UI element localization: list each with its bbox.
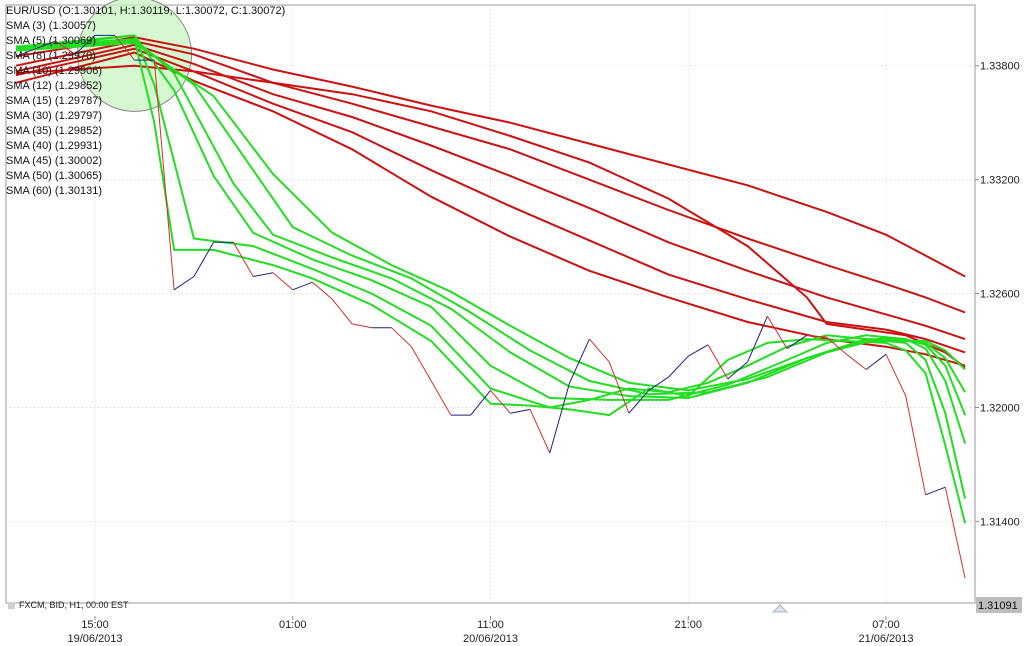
legend-entry: SMA (60) (1.30131) bbox=[6, 185, 102, 197]
sma-line-slow bbox=[15, 51, 966, 367]
chart-title: EUR/USD (O:1.30101, H:1.30119, L:1.30072… bbox=[6, 5, 286, 17]
price-segment bbox=[153, 60, 175, 290]
y-tick-label: 1.32000 bbox=[980, 402, 1020, 414]
price-segment bbox=[608, 361, 630, 414]
y-tick-label: 1.33200 bbox=[980, 175, 1020, 187]
y-tick-label: 1.33800 bbox=[980, 61, 1020, 73]
price-segment bbox=[430, 380, 452, 416]
scroll-marker-icon[interactable] bbox=[772, 604, 788, 613]
x-tick-label: 01:00 bbox=[279, 619, 307, 631]
sma-line-slow bbox=[15, 64, 966, 369]
last-price-box bbox=[976, 597, 1022, 613]
price-segment bbox=[490, 390, 511, 414]
legend-entry: SMA (12) (1.29852) bbox=[6, 80, 102, 92]
price-segment bbox=[331, 298, 353, 325]
data-source-note: FXCM, BID, H1, 00:00 EST bbox=[8, 600, 129, 610]
x-tick-date: 21/06/2013 bbox=[858, 633, 913, 645]
price-segment bbox=[925, 486, 946, 496]
legend-entry: SMA (50) (1.30065) bbox=[6, 170, 102, 182]
legend-entry: SMA (10) (1.29906) bbox=[6, 65, 102, 77]
price-segment bbox=[569, 338, 590, 384]
price-segment bbox=[668, 355, 689, 378]
price-segment bbox=[35, 40, 56, 50]
legend-entry: SMA (3) (1.30057) bbox=[6, 20, 96, 32]
chart-legend: EUR/USD (O:1.30101, H:1.30119, L:1.30072… bbox=[6, 4, 285, 199]
legend-entry: SMA (15) (1.29787) bbox=[6, 95, 102, 107]
legend-entry: SMA (8) (1.29970) bbox=[6, 50, 96, 62]
data-source-label: FXCM, BID, H1, 00:00 EST bbox=[19, 600, 129, 610]
price-segment bbox=[806, 334, 827, 338]
y-tick-label: 1.31400 bbox=[980, 516, 1020, 528]
x-tick-label: 07:00 bbox=[872, 619, 900, 631]
price-segment bbox=[193, 242, 215, 277]
x-tick-label: 15:00 bbox=[81, 619, 109, 631]
price-segment bbox=[470, 390, 491, 416]
price-segment bbox=[944, 487, 966, 579]
x-tick-date: 20/06/2013 bbox=[463, 633, 518, 645]
price-segment bbox=[905, 396, 927, 495]
price-segment bbox=[15, 48, 36, 57]
price-segment bbox=[74, 35, 96, 55]
price-segment bbox=[410, 346, 432, 382]
x-tick-label: 11:00 bbox=[477, 619, 504, 631]
y-axis: 1.31400 1.32000 1.32600 1.33200 1.33800 bbox=[975, 61, 1020, 528]
grid-layer bbox=[6, 5, 975, 603]
slow-sma-layer bbox=[15, 36, 966, 369]
price-segment bbox=[510, 408, 531, 414]
x-axis: 15:00 19/06/2013 01:00 11:00 20/06/2013 21:00… bbox=[67, 616, 914, 645]
sma-line-fast bbox=[15, 38, 967, 524]
price-segment bbox=[648, 376, 669, 391]
price-segment bbox=[352, 323, 372, 329]
price-segment bbox=[292, 281, 313, 291]
price-segment bbox=[846, 353, 867, 370]
x-tick-date: 19/06/2013 bbox=[67, 633, 122, 645]
price-segment bbox=[253, 272, 274, 277]
last-price-label: 1.31091 bbox=[978, 600, 1018, 612]
legend-entry: SMA (45) (1.30002) bbox=[6, 155, 102, 167]
legend-entry: SMA (5) (1.30069) bbox=[6, 35, 96, 47]
price-segment bbox=[727, 361, 748, 380]
price-segment bbox=[173, 276, 195, 291]
price-segment bbox=[272, 272, 294, 291]
y-tick-label: 1.32600 bbox=[980, 289, 1020, 301]
price-segment bbox=[549, 382, 571, 454]
sma-line-slow bbox=[15, 47, 966, 354]
price-segment bbox=[885, 354, 907, 397]
sma-line-slow bbox=[15, 43, 966, 341]
price-segment bbox=[55, 40, 76, 55]
price-segment bbox=[628, 390, 650, 414]
legend-entry: SMA (30) (1.29797) bbox=[6, 110, 102, 122]
source-square-icon bbox=[8, 602, 15, 610]
plot-background bbox=[5, 4, 976, 604]
price-series-layer bbox=[15, 34, 966, 579]
price-segment bbox=[688, 344, 709, 357]
price-segment bbox=[865, 353, 887, 370]
price-segment bbox=[114, 35, 135, 61]
price-segment bbox=[786, 334, 808, 350]
price-segment bbox=[391, 327, 412, 348]
price-segment bbox=[529, 409, 551, 454]
fast-sma-layer bbox=[15, 34, 967, 524]
sma-line-slow bbox=[15, 40, 966, 314]
x-tick-label: 21:00 bbox=[674, 619, 702, 631]
legend-entry: SMA (35) (1.29852) bbox=[6, 125, 102, 137]
sma-line-fast bbox=[15, 41, 966, 392]
price-segment bbox=[312, 281, 333, 300]
last-price-marker: 1.31091 bbox=[976, 597, 1022, 613]
price-segment bbox=[589, 338, 610, 363]
price-segment bbox=[707, 344, 729, 380]
sma-line-slow bbox=[15, 36, 966, 278]
price-segment bbox=[766, 316, 788, 349]
price-segment bbox=[232, 242, 254, 277]
legend-entry: SMA (40) (1.29931) bbox=[6, 140, 102, 152]
price-segment bbox=[747, 316, 768, 363]
sma-line-fast bbox=[15, 40, 966, 396]
price-segment bbox=[826, 336, 847, 355]
